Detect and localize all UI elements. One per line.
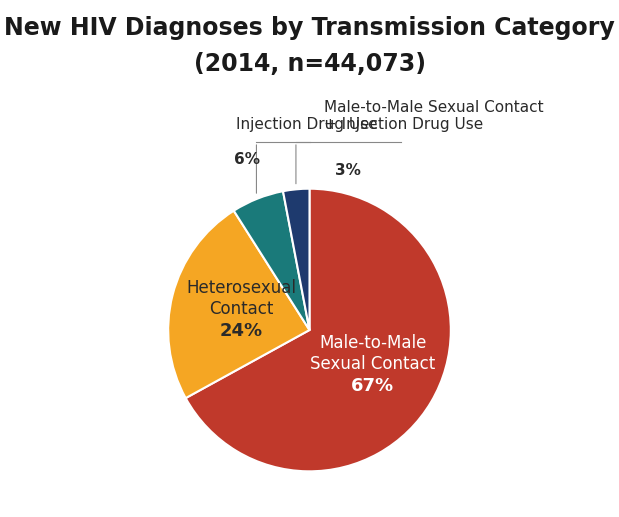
Text: 6%: 6% [235, 152, 261, 167]
Wedge shape [168, 211, 310, 398]
Text: Male-to-Male
Sexual Contact: Male-to-Male Sexual Contact [310, 334, 435, 373]
Text: 67%: 67% [351, 377, 394, 395]
Wedge shape [283, 189, 310, 330]
Text: 24%: 24% [220, 322, 262, 340]
Text: (2014, n=44,073): (2014, n=44,073) [194, 52, 425, 75]
Wedge shape [186, 189, 451, 472]
Wedge shape [234, 191, 310, 330]
Text: 3%: 3% [335, 163, 361, 178]
Text: Heterosexual
Contact: Heterosexual Contact [186, 279, 296, 318]
Text: Injection Drug Use: Injection Drug Use [236, 117, 378, 132]
Text: Male-to-Male Sexual Contact
+ Injection Drug Use: Male-to-Male Sexual Contact + Injection … [324, 100, 543, 132]
Text: New HIV Diagnoses by Transmission Category: New HIV Diagnoses by Transmission Catego… [4, 16, 615, 39]
